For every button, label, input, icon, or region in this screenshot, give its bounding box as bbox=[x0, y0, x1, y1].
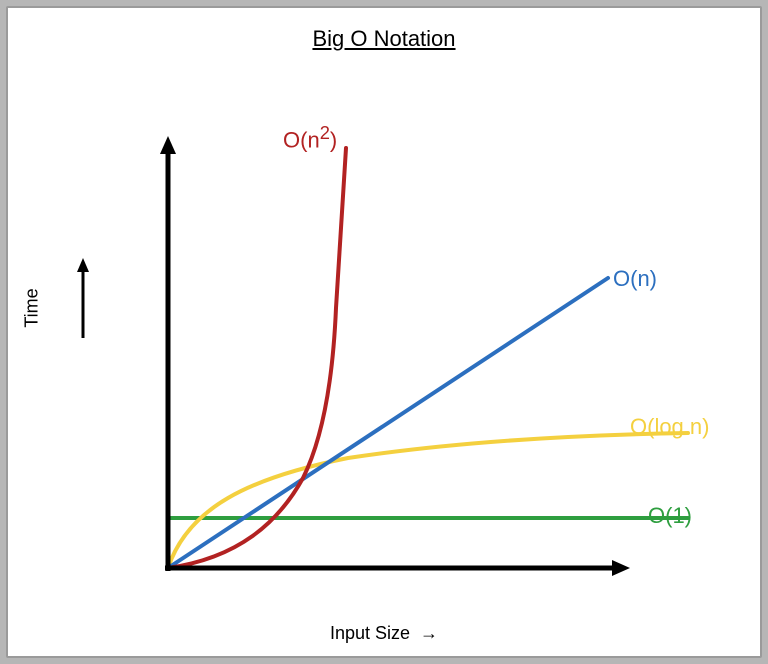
chart-panel: Big O Notation Time Input Size → O(1) O(l… bbox=[6, 6, 762, 658]
arrow-up-icon bbox=[160, 136, 176, 154]
y-axis-label: Time bbox=[22, 288, 43, 327]
arrow-right-icon bbox=[612, 560, 630, 576]
series-on bbox=[168, 278, 608, 568]
series-on2 bbox=[168, 148, 346, 568]
series-label-o1: O(1) bbox=[648, 503, 692, 529]
chart-area bbox=[48, 78, 728, 618]
x-axis-label: Input Size → bbox=[8, 623, 760, 644]
arrow-up-icon bbox=[77, 258, 89, 272]
y-axis-label-text: Time bbox=[22, 288, 42, 327]
series-label-on2: O(n2) bbox=[283, 122, 337, 153]
chart-svg bbox=[48, 78, 728, 618]
x-axis-label-text: Input Size bbox=[330, 623, 410, 643]
chart-title: Big O Notation bbox=[8, 26, 760, 52]
series-ologn bbox=[168, 433, 688, 568]
series-label-ologn: O(log n) bbox=[630, 414, 709, 440]
series-label-on: O(n) bbox=[613, 266, 657, 292]
arrow-right-icon: → bbox=[415, 623, 438, 643]
